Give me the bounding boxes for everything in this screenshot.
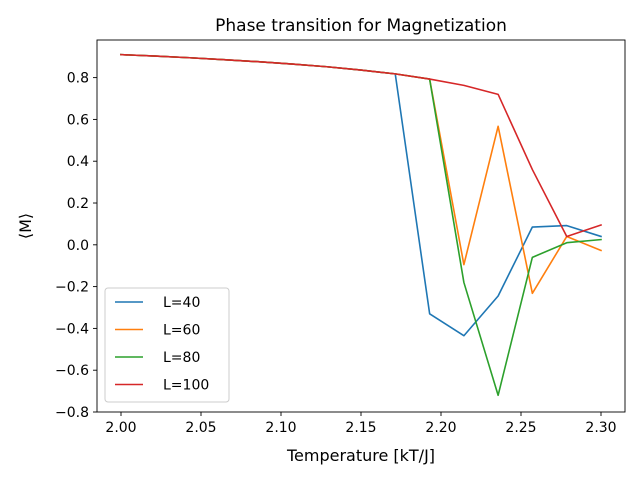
x-tick-label: 2.20 (425, 420, 456, 436)
x-tick-label: 2.05 (185, 420, 216, 436)
legend-label: L=60 (163, 323, 200, 339)
y-tick-label: −0.8 (55, 405, 89, 421)
y-tick-label: 0.2 (67, 196, 89, 212)
legend-box (104, 287, 230, 403)
y-tick-label: −0.4 (55, 321, 89, 337)
x-axis-label: Temperature [kT/J] (286, 446, 435, 465)
legend-label: L=100 (163, 378, 209, 394)
y-tick-label: −0.2 (55, 280, 89, 296)
x-tick-label: 2.10 (265, 420, 296, 436)
y-axis: −0.8 −0.6 −0.4 −0.2 0.0 0.2 0.4 0.6 0.8 (55, 71, 97, 421)
legend: L=40 L=60 L=80 L=100 (104, 287, 230, 403)
y-tick-label: 0.0 (67, 238, 89, 254)
legend-label: L=80 (163, 350, 200, 366)
x-tick-label: 2.30 (585, 420, 616, 436)
legend-label: L=40 (163, 295, 200, 311)
x-tick-label: 2.00 (105, 420, 136, 436)
x-axis: 2.00 2.05 2.10 2.15 2.20 2.25 2.30 (105, 412, 617, 436)
y-tick-label: 0.8 (67, 71, 89, 87)
x-tick-label: 2.15 (345, 420, 376, 436)
y-tick-label: 0.4 (67, 154, 89, 170)
chart-title: Phase transition for Magnetization (215, 16, 507, 36)
y-axis-label: ⟨M⟩ (16, 213, 35, 239)
series-layer (120, 53, 603, 397)
x-tick-label: 2.25 (505, 420, 536, 436)
y-tick-label: 0.6 (67, 112, 89, 128)
series-line-l-100 (120, 53, 603, 238)
y-tick-label: −0.6 (55, 363, 89, 379)
